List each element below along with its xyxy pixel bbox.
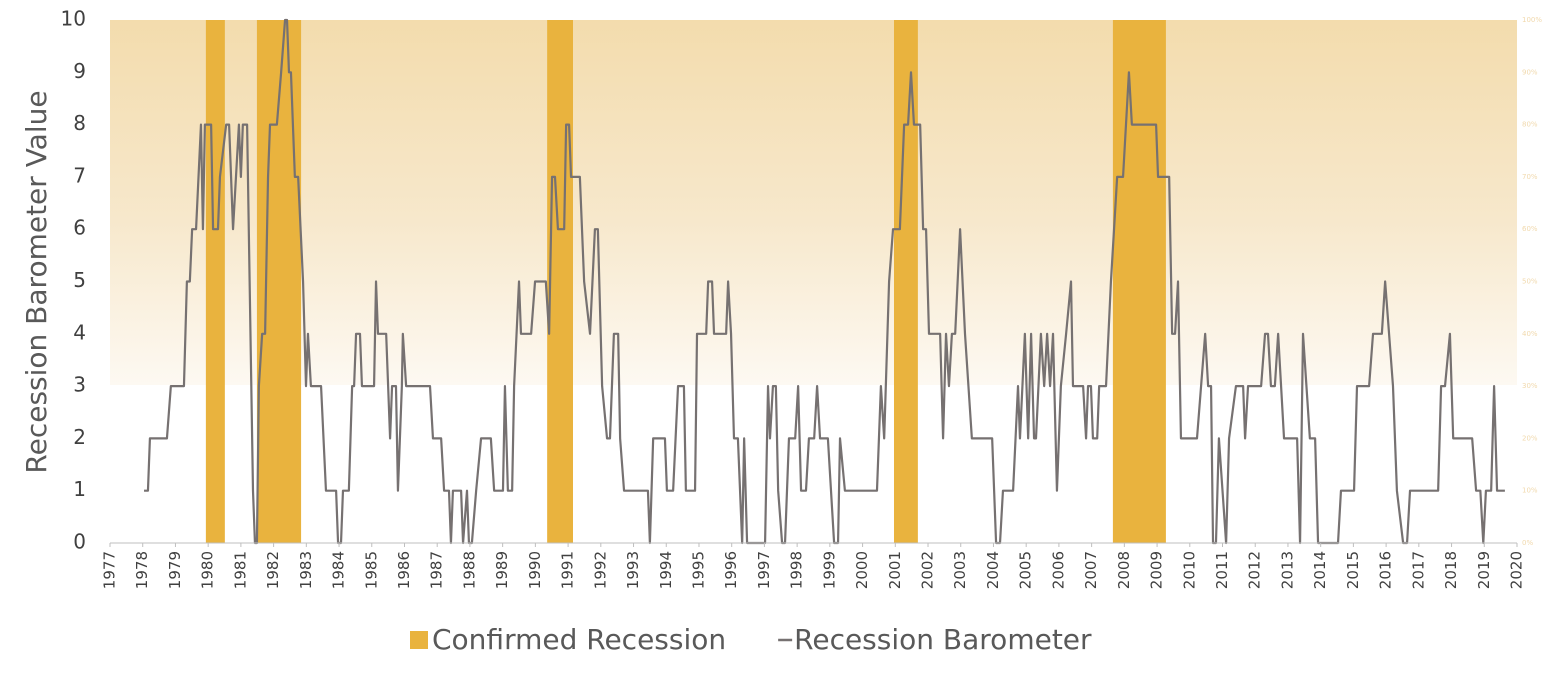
y2-tick-label: 30% [1522,382,1538,390]
x-tick-label: 2020 [1508,551,1526,589]
y-tick-label: 0 [73,530,86,554]
y-tick-label: 8 [73,111,86,135]
y-tick-label: 3 [73,373,86,397]
y-tick-label: 6 [73,216,86,240]
y2-tick-label: 10% [1522,487,1538,495]
x-tick-label: 1982 [264,551,282,589]
legend-item: Recession Barometer [778,623,1092,656]
y2-tick-label: 90% [1522,68,1538,76]
legend-item: Confirmed Recession [410,623,726,656]
x-tick-label: 2001 [886,551,904,589]
x-tick-label: 2004 [984,551,1002,589]
x-tick-label: 1999 [820,551,838,589]
x-tick-label: 1985 [362,551,380,589]
x-tick-label: 2011 [1213,551,1231,589]
x-tick-label: 2015 [1344,551,1362,589]
x-tick-label: 2008 [1115,551,1133,589]
x-tick-label: 2010 [1180,551,1198,589]
y-tick-label: 2 [73,425,86,449]
x-tick-label: 2014 [1311,551,1329,589]
y-tick-label: 4 [73,320,86,344]
y-axis-title: Recession Barometer Value [20,90,53,473]
x-tick-label: 1980 [199,551,217,589]
y-tick-label: 10 [61,7,86,31]
x-tick-label: 2003 [951,551,969,589]
x-tick-label: 1987 [428,551,446,589]
x-tick-label: 1979 [166,551,184,589]
x-tick-label: 2019 [1475,551,1493,589]
x-tick-label: 2000 [853,551,871,589]
x-tick-label: 2013 [1278,551,1296,589]
x-tick-label: 1983 [297,551,315,589]
y2-tick-label: 80% [1522,121,1538,129]
x-tick-label: 2017 [1409,551,1427,589]
x-tick-label: 2012 [1246,551,1264,589]
x-tick-label: 1978 [133,551,151,589]
x-tick-label: 1995 [689,551,707,589]
x-tick-label: 1986 [395,551,413,589]
x-tick-label: 1998 [788,551,806,589]
x-tick-label: 2006 [1049,551,1067,589]
y2-tick-label: 70% [1522,173,1538,181]
legend-label: Recession Barometer [794,623,1092,656]
background-shading [110,20,1517,385]
x-tick-label: 1997 [755,551,773,589]
x-tick-label: 2005 [1017,551,1035,589]
x-tick-label: 1984 [330,551,348,589]
x-tick-label: 2018 [1442,551,1460,589]
y2-tick-label: 0% [1522,539,1533,547]
x-tick-label: 1989 [493,551,511,589]
recession-band [893,20,918,543]
y-tick-label: 9 [73,59,86,83]
x-tick-label: 1994 [657,551,675,589]
recession-band [547,20,574,543]
y2-tick-label: 20% [1522,434,1538,442]
y2-tick-label: 40% [1522,330,1538,338]
x-tick-label: 1990 [526,551,544,589]
x-tick-label: 2009 [1148,551,1166,589]
recession-band [205,20,225,543]
y2-tick-label: 100% [1522,16,1542,24]
legend-label: Confirmed Recession [432,623,726,656]
x-tick-label: 1977 [101,551,119,589]
recession-band [1112,20,1166,543]
x-tick-label: 1981 [231,551,249,589]
x-tick-label: 2007 [1082,551,1100,589]
x-tick-label: 1996 [722,551,740,589]
x-tick-label: 1988 [460,551,478,589]
y-tick-label: 7 [73,163,86,187]
y-tick-label: 5 [73,268,86,292]
x-tick-label: 2002 [919,551,937,589]
y2-tick-label: 50% [1522,278,1538,286]
y-tick-label: 1 [73,477,86,501]
x-tick-label: 1993 [624,551,642,589]
y2-tick-label: 60% [1522,225,1538,233]
x-tick-label: 1992 [591,551,609,589]
legend-swatch [410,631,428,649]
x-tick-label: 1991 [559,551,577,589]
barometer-line [144,18,1505,545]
x-tick-label: 2016 [1377,551,1395,589]
